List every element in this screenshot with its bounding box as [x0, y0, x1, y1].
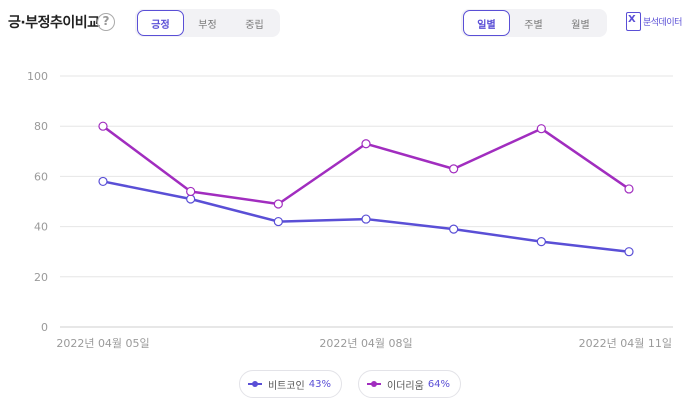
excel-icon — [626, 12, 641, 31]
data-point-s2-4 — [449, 164, 459, 174]
tab-positive[interactable]: 긍정 — [137, 10, 184, 36]
x-tick-label: 2022년 04월 08일 — [319, 336, 412, 350]
tab-daily[interactable]: 일별 — [463, 10, 510, 36]
tab-monthly[interactable]: 월별 — [571, 19, 590, 31]
y-tick-label: 80 — [34, 120, 48, 133]
legend-name: 비트코인 — [267, 380, 305, 392]
data-point-s1-1 — [186, 194, 196, 204]
data-point-s2-1 — [186, 186, 196, 197]
download-data-label: 분석데이터 — [643, 18, 682, 28]
legend-item-series-1[interactable]: 비트코인 43% — [238, 370, 342, 398]
chart-header: 긍·부정추이비교 ? 긍정 부정 중립 일별 주별 월별 분석데이터 — [0, 0, 700, 46]
data-point-s2-3 — [361, 139, 371, 149]
sentiment-toggle: 긍정 부정 중립 — [135, 9, 280, 37]
legend-name: 이더리움 — [387, 380, 424, 392]
y-tick-label: 100 — [27, 70, 48, 83]
y-tick-label: 60 — [34, 170, 48, 183]
tab-neutral[interactable]: 중립 — [245, 19, 264, 31]
data-point-s1-4 — [449, 224, 459, 234]
chart-legend: 비트코인 43% 이더리움 64% — [0, 370, 700, 398]
period-toggle: 일별 주별 월별 — [461, 9, 607, 37]
legend-swatch-icon — [367, 380, 381, 388]
chart-title: 긍·부정추이비교 — [8, 15, 100, 31]
y-tick-label: 20 — [34, 271, 48, 284]
data-point-s1-0 — [98, 176, 108, 187]
data-point-s1-3 — [361, 214, 371, 224]
y-tick-label: 0 — [41, 321, 48, 334]
download-data-button[interactable]: 분석데이터 — [626, 12, 682, 31]
data-point-s1-5 — [536, 237, 546, 247]
data-point-s2-2 — [273, 199, 283, 209]
data-point-s1-2 — [273, 216, 283, 227]
data-point-s1-6 — [624, 247, 634, 257]
legend-percent: 64% — [427, 378, 451, 390]
data-point-s2-5 — [536, 124, 546, 134]
x-tick-label: 2022년 04월 11일 — [579, 336, 672, 350]
data-point-s2-6 — [624, 184, 634, 194]
legend-swatch-icon — [247, 380, 262, 388]
tab-negative[interactable]: 부정 — [198, 19, 217, 31]
data-point-s2-0 — [98, 121, 108, 131]
y-tick-label: 40 — [34, 221, 48, 234]
series-line-2 — [102, 125, 630, 206]
legend-percent: 43% — [308, 378, 331, 390]
legend-item-series-2[interactable]: 이더리움 64% — [358, 370, 462, 398]
tab-weekly[interactable]: 주별 — [524, 19, 543, 31]
help-icon[interactable]: ? — [97, 13, 115, 31]
x-tick-label: 2022년 04월 05일 — [56, 336, 149, 350]
